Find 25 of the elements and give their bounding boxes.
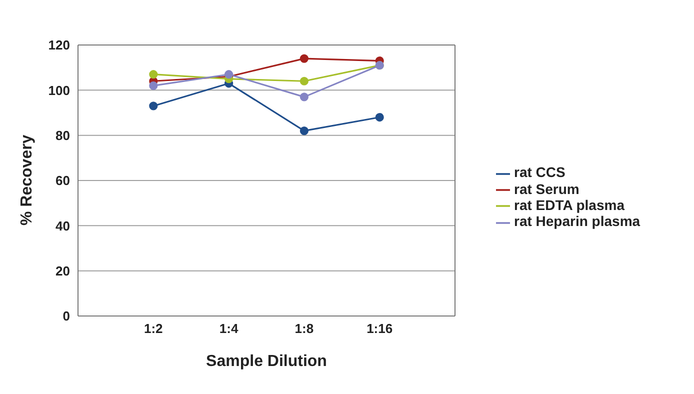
x-tick-label: 1:2 [144, 321, 163, 336]
y-tick-label: 60 [56, 173, 70, 188]
x-tick-label: 1:4 [219, 321, 239, 336]
legend-label: rat EDTA plasma [514, 197, 624, 213]
point [300, 92, 308, 102]
point [149, 102, 158, 110]
y-tick-label: 120 [48, 38, 70, 53]
x-tick-label: 1:16 [366, 321, 393, 336]
point [300, 54, 308, 63]
point [300, 126, 308, 136]
point [375, 112, 384, 122]
point [149, 70, 158, 79]
legend-label: rat CCS [514, 164, 566, 180]
x-tick-label: 1:8 [294, 321, 314, 336]
point [149, 81, 158, 90]
x-axis-title: Sample Dilution [206, 353, 327, 370]
y-tick-label: 80 [56, 128, 70, 143]
legend-label: rat Serum [514, 180, 580, 197]
y-tick-label: 40 [56, 218, 70, 234]
legend-label: rat Heparin plasma [514, 213, 640, 230]
y-axis-title: % Recovery [18, 134, 36, 226]
point [300, 76, 308, 86]
y-tick-label: 100 [48, 82, 70, 98]
y-tick-label: 0 [62, 308, 70, 324]
y-tick-label: 20 [56, 263, 70, 278]
